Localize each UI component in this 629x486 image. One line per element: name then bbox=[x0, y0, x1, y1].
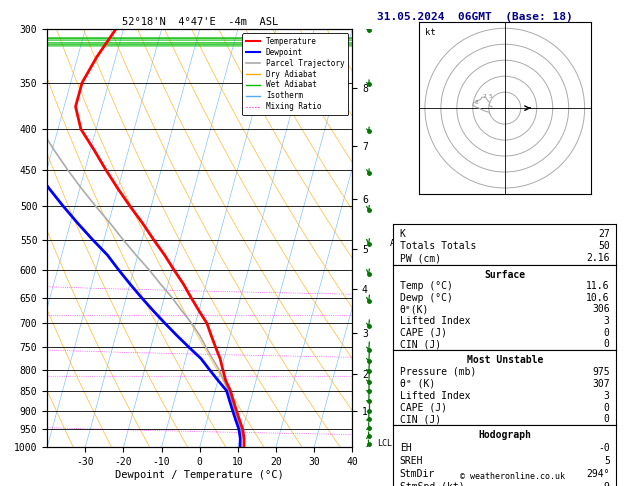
Text: CAPE (J): CAPE (J) bbox=[400, 328, 447, 338]
Text: Temp (°C): Temp (°C) bbox=[400, 281, 453, 291]
Text: PW (cm): PW (cm) bbox=[400, 253, 441, 263]
Text: 7: 7 bbox=[482, 94, 486, 99]
Text: 11.6: 11.6 bbox=[586, 281, 610, 291]
Text: SREH: SREH bbox=[400, 456, 423, 466]
Text: Totals Totals: Totals Totals bbox=[400, 241, 476, 251]
Text: 975: 975 bbox=[592, 366, 610, 377]
Text: 31.05.2024  06GMT  (Base: 18): 31.05.2024 06GMT (Base: 18) bbox=[377, 12, 573, 22]
Text: 10.6: 10.6 bbox=[586, 293, 610, 303]
Text: CIN (J): CIN (J) bbox=[400, 415, 441, 424]
Text: -0: -0 bbox=[598, 443, 610, 453]
Y-axis label: km
ASL: km ASL bbox=[391, 228, 406, 248]
Text: 3: 3 bbox=[604, 391, 610, 400]
Text: θᵉ (K): θᵉ (K) bbox=[400, 379, 435, 389]
Title: 52°18'N  4°47'E  -4m  ASL: 52°18'N 4°47'E -4m ASL bbox=[121, 17, 278, 27]
Text: StmSpd (kt): StmSpd (kt) bbox=[400, 482, 464, 486]
Text: 307: 307 bbox=[592, 379, 610, 389]
Text: K: K bbox=[400, 229, 406, 240]
Text: 50: 50 bbox=[598, 241, 610, 251]
Text: Surface: Surface bbox=[484, 270, 525, 279]
Text: Dewp (°C): Dewp (°C) bbox=[400, 293, 453, 303]
Text: Most Unstable: Most Unstable bbox=[467, 355, 543, 364]
Text: Pressure (mb): Pressure (mb) bbox=[400, 366, 476, 377]
Legend: Temperature, Dewpoint, Parcel Trajectory, Dry Adiabat, Wet Adiabat, Isotherm, Mi: Temperature, Dewpoint, Parcel Trajectory… bbox=[242, 33, 348, 115]
Text: 0: 0 bbox=[604, 402, 610, 413]
Text: 0: 0 bbox=[604, 328, 610, 338]
Text: 9: 9 bbox=[604, 482, 610, 486]
Text: 0: 0 bbox=[604, 339, 610, 349]
Text: 2.16: 2.16 bbox=[586, 253, 610, 263]
Text: CIN (J): CIN (J) bbox=[400, 339, 441, 349]
Text: 27: 27 bbox=[598, 229, 610, 240]
Text: CAPE (J): CAPE (J) bbox=[400, 402, 447, 413]
Text: LCL: LCL bbox=[377, 439, 392, 448]
X-axis label: Dewpoint / Temperature (°C): Dewpoint / Temperature (°C) bbox=[115, 469, 284, 480]
Text: 294°: 294° bbox=[586, 469, 610, 479]
Text: Lifted Index: Lifted Index bbox=[400, 316, 470, 326]
Text: 0: 0 bbox=[604, 415, 610, 424]
Text: 8: 8 bbox=[474, 100, 478, 105]
Text: 5: 5 bbox=[489, 94, 493, 100]
Text: 5: 5 bbox=[604, 456, 610, 466]
Text: kt: kt bbox=[425, 28, 436, 36]
Text: © weatheronline.co.uk: © weatheronline.co.uk bbox=[460, 472, 565, 481]
Text: Lifted Index: Lifted Index bbox=[400, 391, 470, 400]
Text: StmDir: StmDir bbox=[400, 469, 435, 479]
Text: Hodograph: Hodograph bbox=[478, 431, 532, 440]
Text: EH: EH bbox=[400, 443, 411, 453]
Text: 306: 306 bbox=[592, 305, 610, 314]
Text: 3: 3 bbox=[604, 316, 610, 326]
Text: θᵉ(K): θᵉ(K) bbox=[400, 305, 429, 314]
